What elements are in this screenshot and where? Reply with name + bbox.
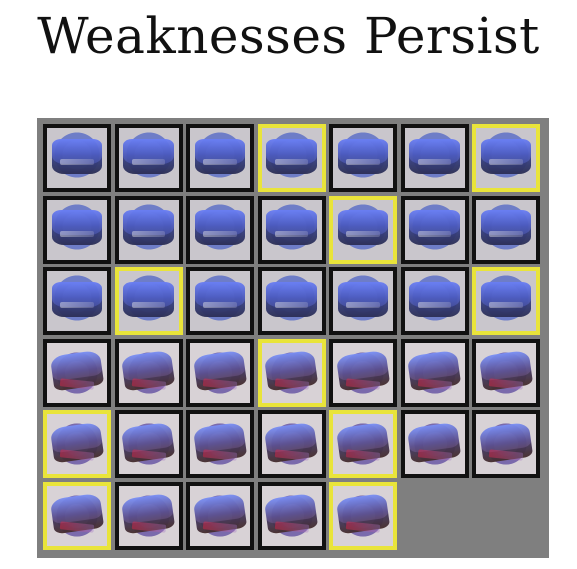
tile-thumbnail	[261, 485, 322, 546]
tile-thumbnail	[261, 414, 322, 474]
image-tile	[114, 338, 183, 407]
image-tile	[329, 338, 397, 407]
tile-thumbnail	[47, 128, 107, 188]
image-tile	[114, 124, 183, 192]
image-tile	[43, 267, 111, 335]
tile-thumbnail	[261, 271, 322, 331]
image-tile	[472, 195, 540, 264]
image-tile	[186, 410, 254, 478]
image-tile	[186, 195, 254, 264]
image-tile	[400, 124, 469, 192]
image-tile	[257, 124, 326, 192]
tile-thumbnail	[190, 342, 250, 403]
tile-thumbnail	[476, 342, 536, 403]
image-tile	[257, 338, 326, 407]
tile-thumbnail	[476, 128, 536, 188]
image-tile	[257, 267, 326, 335]
image-tile	[114, 410, 183, 478]
image-tile	[186, 338, 254, 407]
image-tile	[114, 481, 183, 550]
tile-thumbnail	[333, 414, 393, 474]
image-tile	[472, 124, 540, 192]
tile-thumbnail	[190, 128, 250, 188]
image-tile	[400, 267, 469, 335]
image-tile	[472, 410, 540, 478]
tile-thumbnail	[118, 342, 179, 403]
image-tile	[43, 195, 111, 264]
tile-thumbnail	[333, 342, 393, 403]
tile-thumbnail	[190, 271, 250, 331]
tile-thumbnail	[118, 485, 179, 546]
tile-thumbnail	[261, 342, 322, 403]
tile-thumbnail	[476, 199, 536, 260]
tile-thumbnail	[404, 199, 465, 260]
tile-thumbnail	[404, 271, 465, 331]
tile-thumbnail	[190, 199, 250, 260]
image-grid	[37, 118, 549, 558]
tile-thumbnail	[333, 199, 393, 260]
tile-thumbnail	[404, 342, 465, 403]
tile-thumbnail	[404, 128, 465, 188]
image-tile	[400, 195, 469, 264]
image-tile	[186, 267, 254, 335]
image-tile	[43, 410, 111, 478]
image-tile	[329, 124, 397, 192]
tile-thumbnail	[47, 199, 107, 260]
image-tile	[257, 481, 326, 550]
tile-thumbnail	[333, 485, 393, 546]
tile-thumbnail	[47, 271, 107, 331]
image-tile	[257, 195, 326, 264]
tile-thumbnail	[190, 485, 250, 546]
tile-thumbnail	[333, 271, 393, 331]
image-tile	[186, 124, 254, 192]
image-tile	[114, 267, 183, 335]
image-tile	[186, 481, 254, 550]
image-tile	[43, 124, 111, 192]
image-tile	[472, 338, 540, 407]
tile-thumbnail	[47, 485, 107, 546]
tile-thumbnail	[261, 199, 322, 260]
image-tile	[329, 481, 397, 550]
tile-thumbnail	[118, 271, 179, 331]
tile-thumbnail	[476, 414, 536, 474]
image-tile	[400, 410, 469, 478]
image-tile	[43, 481, 111, 550]
image-tile	[329, 195, 397, 264]
image-tile	[400, 338, 469, 407]
tile-thumbnail	[476, 271, 536, 331]
tile-thumbnail	[47, 414, 107, 474]
image-tile	[329, 410, 397, 478]
tile-thumbnail	[261, 128, 322, 188]
image-tile	[329, 267, 397, 335]
image-tile	[472, 267, 540, 335]
tile-thumbnail	[190, 414, 250, 474]
tile-thumbnail	[118, 199, 179, 260]
image-tile	[114, 195, 183, 264]
image-tile	[257, 410, 326, 478]
tile-thumbnail	[118, 414, 179, 474]
tile-thumbnail	[404, 414, 465, 474]
tile-thumbnail	[118, 128, 179, 188]
page-title: Weaknesses Persist	[37, 7, 540, 65]
image-tile	[43, 338, 111, 407]
tile-thumbnail	[47, 342, 107, 403]
tile-thumbnail	[333, 128, 393, 188]
